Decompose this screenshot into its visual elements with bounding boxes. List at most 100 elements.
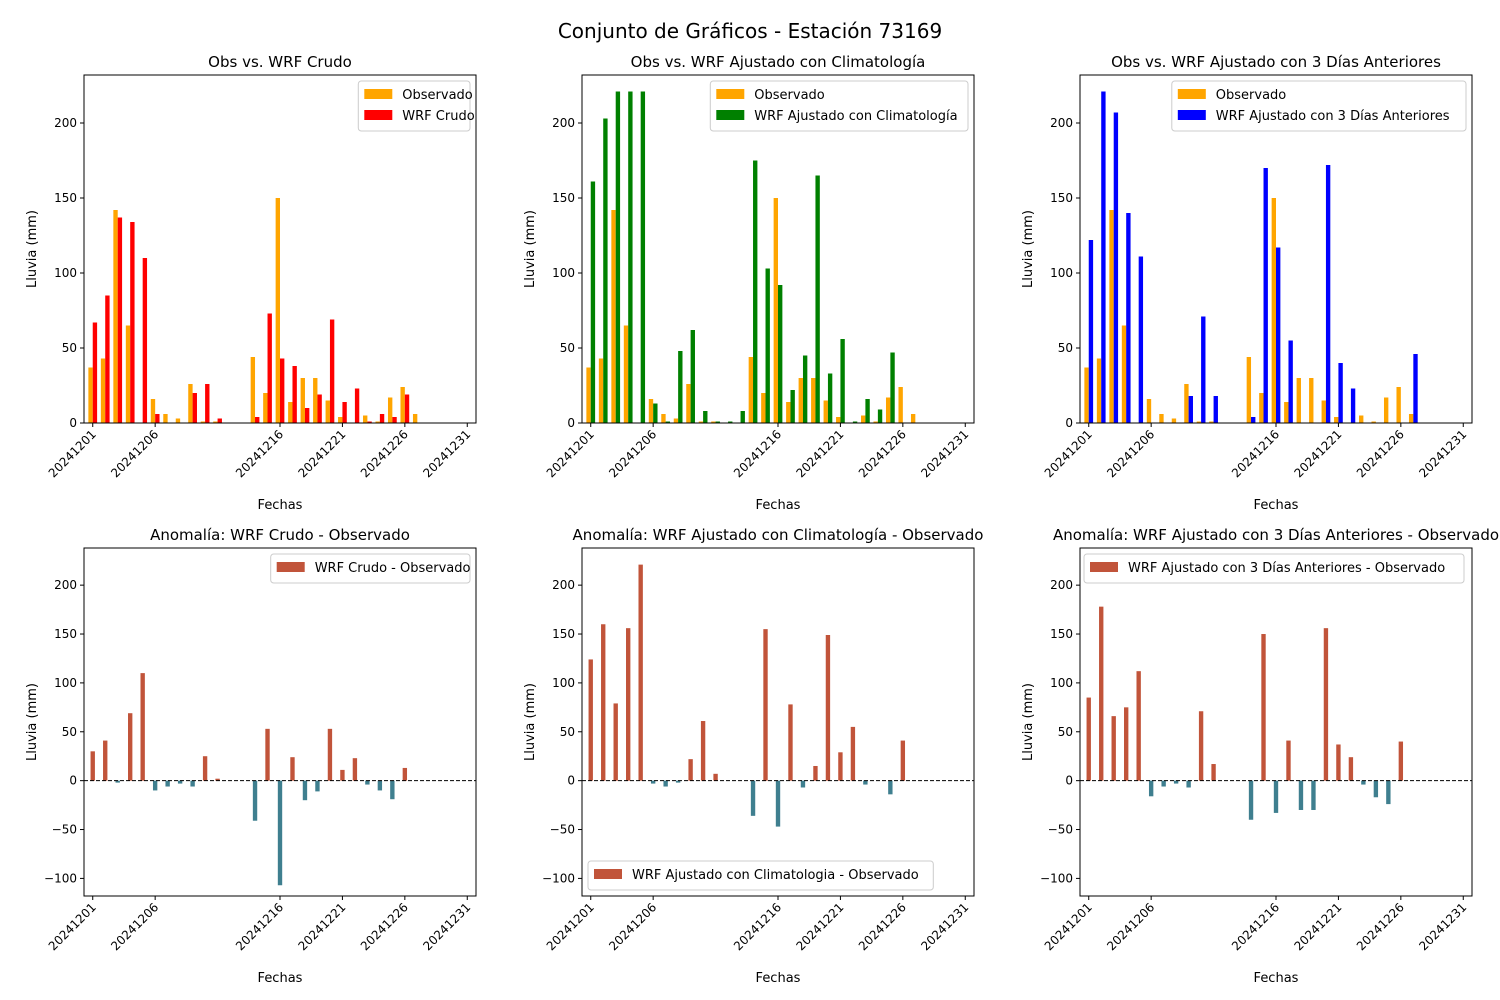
bar bbox=[1361, 780, 1366, 785]
bar bbox=[688, 759, 693, 781]
chart-title: Anomalía: WRF Crudo - Observado bbox=[150, 526, 410, 544]
y-axis-label: Lluvia (mm) bbox=[1021, 210, 1036, 288]
bar bbox=[1146, 399, 1152, 423]
x-tick-label: 20241206 bbox=[606, 900, 659, 953]
bar bbox=[673, 418, 679, 423]
y-tick-label: 100 bbox=[1050, 266, 1073, 280]
bar bbox=[653, 403, 658, 423]
bar bbox=[165, 780, 170, 787]
bar bbox=[773, 198, 778, 423]
bar bbox=[1321, 400, 1326, 423]
bar bbox=[840, 339, 845, 423]
bar bbox=[402, 767, 408, 781]
bar bbox=[1286, 740, 1291, 781]
y-tick-label: 50 bbox=[560, 341, 575, 355]
y-tick-label: −50 bbox=[550, 823, 575, 837]
bar bbox=[103, 740, 108, 781]
bar bbox=[1396, 387, 1401, 423]
bar bbox=[850, 726, 856, 781]
bar bbox=[377, 780, 383, 791]
x-tick-label: 20241216 bbox=[731, 427, 784, 480]
legend-label: WRF Ajustado con Climatologia - Observad… bbox=[632, 868, 919, 883]
bar bbox=[387, 397, 393, 423]
y-axis-label: Lluvia (mm) bbox=[25, 683, 40, 761]
y-tick-label: 0 bbox=[1065, 416, 1073, 430]
y-axis-label: Lluvia (mm) bbox=[523, 683, 538, 761]
bar bbox=[1171, 418, 1177, 423]
bar bbox=[1099, 606, 1104, 781]
bar bbox=[367, 421, 372, 423]
bar bbox=[711, 421, 716, 423]
bar bbox=[217, 418, 222, 423]
bar bbox=[1138, 256, 1144, 423]
y-axis-label: Lluvia (mm) bbox=[1021, 683, 1036, 761]
bar bbox=[404, 394, 410, 423]
y-tick-label: 0 bbox=[567, 774, 575, 788]
bar bbox=[117, 217, 123, 423]
x-tick-label: 20241206 bbox=[606, 427, 659, 480]
bar bbox=[400, 387, 405, 423]
bar bbox=[213, 421, 218, 423]
bar bbox=[128, 713, 133, 781]
bar bbox=[152, 780, 158, 791]
bar bbox=[740, 411, 745, 423]
bar bbox=[313, 378, 318, 423]
bar bbox=[1213, 396, 1218, 423]
x-tick-label: 20241226 bbox=[856, 900, 909, 953]
bar bbox=[375, 421, 380, 423]
bar bbox=[280, 358, 285, 423]
bar bbox=[1121, 325, 1127, 423]
legend: WRF Crudo - Observado bbox=[270, 553, 471, 584]
bar bbox=[626, 628, 631, 781]
x-tick-label: 20241201 bbox=[46, 427, 99, 480]
bar bbox=[1184, 384, 1189, 423]
bar bbox=[188, 384, 193, 423]
bar bbox=[1211, 764, 1216, 781]
x-tick-label: 20241216 bbox=[1229, 900, 1282, 953]
chart-title: Obs vs. WRF Crudo bbox=[208, 53, 352, 71]
legend-box bbox=[587, 860, 934, 891]
bar bbox=[713, 773, 718, 781]
x-tick-label: 20241231 bbox=[420, 900, 473, 953]
legend-swatch bbox=[594, 869, 622, 879]
y-tick-label: 100 bbox=[54, 676, 77, 690]
legend-swatch bbox=[716, 110, 745, 120]
y-axis-label: Lluvia (mm) bbox=[523, 210, 538, 288]
bar bbox=[390, 780, 395, 800]
x-axis-label: Fechas bbox=[756, 971, 801, 986]
x-tick-label: 20241226 bbox=[856, 427, 909, 480]
bar bbox=[1111, 716, 1116, 781]
x-tick-label: 20241216 bbox=[1229, 427, 1282, 480]
bar bbox=[628, 91, 633, 423]
x-tick-label: 20241206 bbox=[1104, 900, 1157, 953]
bar bbox=[703, 411, 708, 423]
bar bbox=[150, 399, 156, 423]
y-tick-label: 150 bbox=[552, 191, 575, 205]
bar bbox=[648, 399, 654, 423]
bar bbox=[1096, 358, 1102, 423]
legend-label: Observado bbox=[402, 88, 473, 103]
legend: Observado WRF Ajustado con Climatología bbox=[709, 80, 969, 132]
bar bbox=[863, 780, 868, 785]
bar bbox=[1159, 414, 1164, 423]
x-tick-label: 20241221 bbox=[793, 900, 846, 953]
legend-label: WRF Crudo - Observado bbox=[315, 561, 471, 576]
y-tick-label: 100 bbox=[552, 266, 575, 280]
bar bbox=[1246, 357, 1252, 423]
chart-title: Anomalía: WRF Ajustado con 3 Días Anteri… bbox=[1053, 526, 1499, 544]
legend-box bbox=[270, 553, 471, 584]
chart-title: Obs vs. WRF Ajustado con Climatología bbox=[631, 53, 926, 71]
bar bbox=[1188, 396, 1193, 423]
bar bbox=[798, 378, 803, 423]
x-axis-label: Fechas bbox=[1254, 498, 1299, 513]
bar bbox=[838, 752, 843, 781]
bar bbox=[698, 421, 704, 423]
bar bbox=[1413, 354, 1418, 423]
bar bbox=[910, 414, 916, 423]
bar bbox=[92, 322, 98, 423]
x-axis-label: Fechas bbox=[756, 498, 801, 513]
bar bbox=[1263, 168, 1268, 423]
bar bbox=[1311, 780, 1316, 810]
bar bbox=[392, 417, 397, 423]
bar bbox=[1248, 780, 1254, 820]
